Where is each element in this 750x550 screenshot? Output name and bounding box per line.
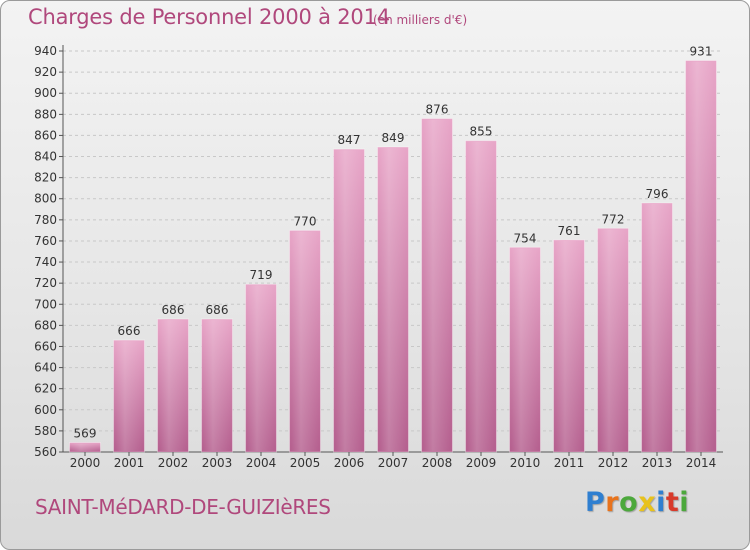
value-label-2010: 754	[514, 231, 537, 245]
y-tick-label: 740	[34, 255, 57, 269]
y-tick-label: 860	[34, 128, 57, 142]
value-label-2003: 686	[206, 303, 229, 317]
bar-shine-2004	[247, 285, 275, 451]
logo-letter: i	[679, 487, 690, 518]
value-label-2001: 666	[118, 324, 141, 338]
x-tick-label-2003: 2003	[202, 456, 233, 470]
x-tick-label-2006: 2006	[334, 456, 365, 470]
x-tick-label-2005: 2005	[290, 456, 321, 470]
x-tick-label-2000: 2000	[70, 456, 101, 470]
value-label-2013: 796	[646, 187, 669, 201]
chart-subtitle: (en milliers d'€)	[373, 13, 468, 27]
bar-shine-2009	[467, 141, 495, 451]
x-tick-label-2009: 2009	[466, 456, 497, 470]
x-tick-label-2012: 2012	[598, 456, 629, 470]
y-tick-label: 620	[34, 382, 57, 396]
bar-shine-2008	[423, 119, 451, 452]
logo-letter: o	[619, 487, 639, 518]
y-tick-label: 700	[34, 297, 57, 311]
y-tick-label: 820	[34, 171, 57, 185]
y-tick-label: 920	[34, 65, 57, 79]
y-tick-label: 660	[34, 339, 57, 353]
x-tick-label-2013: 2013	[642, 456, 673, 470]
bar-shine-2007	[379, 148, 407, 452]
y-tick-label: 640	[34, 361, 57, 375]
y-tick-label: 800	[34, 192, 57, 206]
y-tick-label: 780	[34, 213, 57, 227]
bar-shine-2001	[115, 341, 143, 451]
logo-letter: t	[665, 487, 680, 518]
y-tick-label: 840	[34, 150, 57, 164]
value-label-2007: 849	[382, 131, 405, 145]
logo-letter: P	[585, 487, 606, 518]
x-tick-label-2011: 2011	[554, 456, 585, 470]
y-tick-label: 900	[34, 86, 57, 100]
x-tick-label-2002: 2002	[158, 456, 189, 470]
y-tick-label: 760	[34, 234, 57, 248]
x-tick-label-2014: 2014	[686, 456, 717, 470]
x-tick-label-2004: 2004	[246, 456, 277, 470]
bar-shine-2006	[335, 150, 363, 452]
value-label-2002: 686	[162, 303, 185, 317]
value-label-2008: 876	[426, 103, 449, 117]
x-tick-label-2008: 2008	[422, 456, 453, 470]
bar-shine-2002	[159, 320, 187, 451]
y-tick-label: 880	[34, 107, 57, 121]
bar-shine-2003	[203, 320, 231, 451]
y-axis-ticks: 560 580 600 620 640 660 680 700 720 740 760 780 800 8…	[34, 44, 63, 459]
value-label-2009: 855	[470, 125, 493, 139]
y-tick-label: 940	[34, 44, 57, 58]
logo-letter: i	[656, 487, 666, 518]
bar-shine-2013	[643, 203, 671, 451]
value-label-2005: 770	[294, 214, 317, 228]
value-label-2004: 719	[250, 268, 273, 282]
x-tick-label-2007: 2007	[378, 456, 409, 470]
bar-shine-2005	[291, 231, 319, 451]
value-label-2011: 761	[558, 224, 581, 238]
logo-letter: x	[638, 487, 657, 518]
value-label-2000: 569	[74, 427, 97, 441]
bar-shine-2011	[555, 240, 583, 451]
bar-shine-2014	[687, 61, 715, 451]
proxiti-logo[interactable]: Proxiti	[585, 487, 689, 518]
value-label-2014: 931	[690, 44, 713, 58]
x-tick-label-2010: 2010	[510, 456, 541, 470]
bars	[69, 59, 717, 453]
logo-letter: r	[605, 487, 620, 518]
bar-shine-2012	[599, 229, 627, 451]
chart-title: Charges de Personnel 2000 à 2014	[28, 5, 390, 29]
x-axis-ticks: 2000 2001 2002 2003 2004 2005 2006 2007 2008 2009…	[70, 452, 717, 470]
y-tick-label: 560	[34, 445, 57, 459]
bar-shine-2010	[511, 248, 539, 451]
y-tick-label: 600	[34, 403, 57, 417]
y-tick-label: 580	[34, 424, 57, 438]
y-tick-label: 680	[34, 318, 57, 332]
value-label-2012: 772	[602, 212, 625, 226]
value-label-2006: 847	[338, 133, 361, 147]
x-tick-label-2001: 2001	[114, 456, 145, 470]
y-tick-label: 720	[34, 276, 57, 290]
bar-shine-2000	[71, 443, 99, 451]
value-labels: 569 666 686 686 719 770 847 849 876 855 754 761 772 7…	[74, 44, 713, 440]
commune-name: SAINT-MéDARD-DE-GUIZIèRES	[35, 495, 331, 519]
